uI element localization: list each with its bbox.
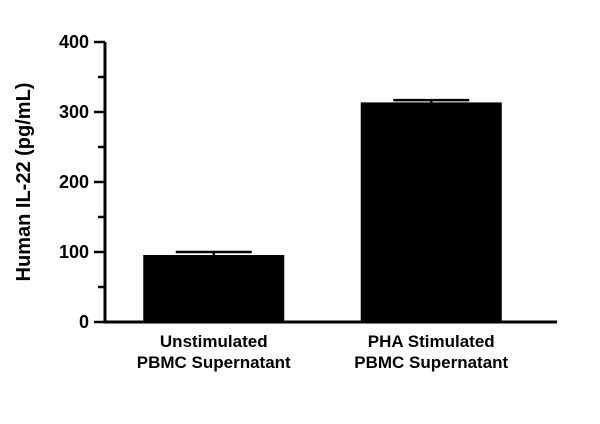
y-tick-label-400: 400 [59, 32, 89, 52]
category-label-0-line-1: PBMC Supernatant [137, 353, 291, 372]
y-tick-label-100: 100 [59, 242, 89, 262]
category-label-1-line-1: PBMC Supernatant [354, 353, 508, 372]
bar-1 [360, 102, 502, 323]
y-axis-title: Human IL-22 (pg/mL) [13, 83, 35, 282]
category-labels-layer: Unstimulated PBMC Supernatant PHA Stimulat… [137, 332, 509, 372]
y-tick-label-0: 0 [79, 312, 89, 332]
y-tick-label-300: 300 [59, 102, 89, 122]
axes-layer: 0 100 200 300 400 [59, 32, 557, 332]
category-label-1-line-0: PHA Stimulated [368, 332, 495, 351]
bars-layer [143, 98, 502, 323]
y-tick-label-200: 200 [59, 172, 89, 192]
bar-0 [143, 255, 285, 323]
category-label-0-line-0: Unstimulated [160, 332, 268, 351]
